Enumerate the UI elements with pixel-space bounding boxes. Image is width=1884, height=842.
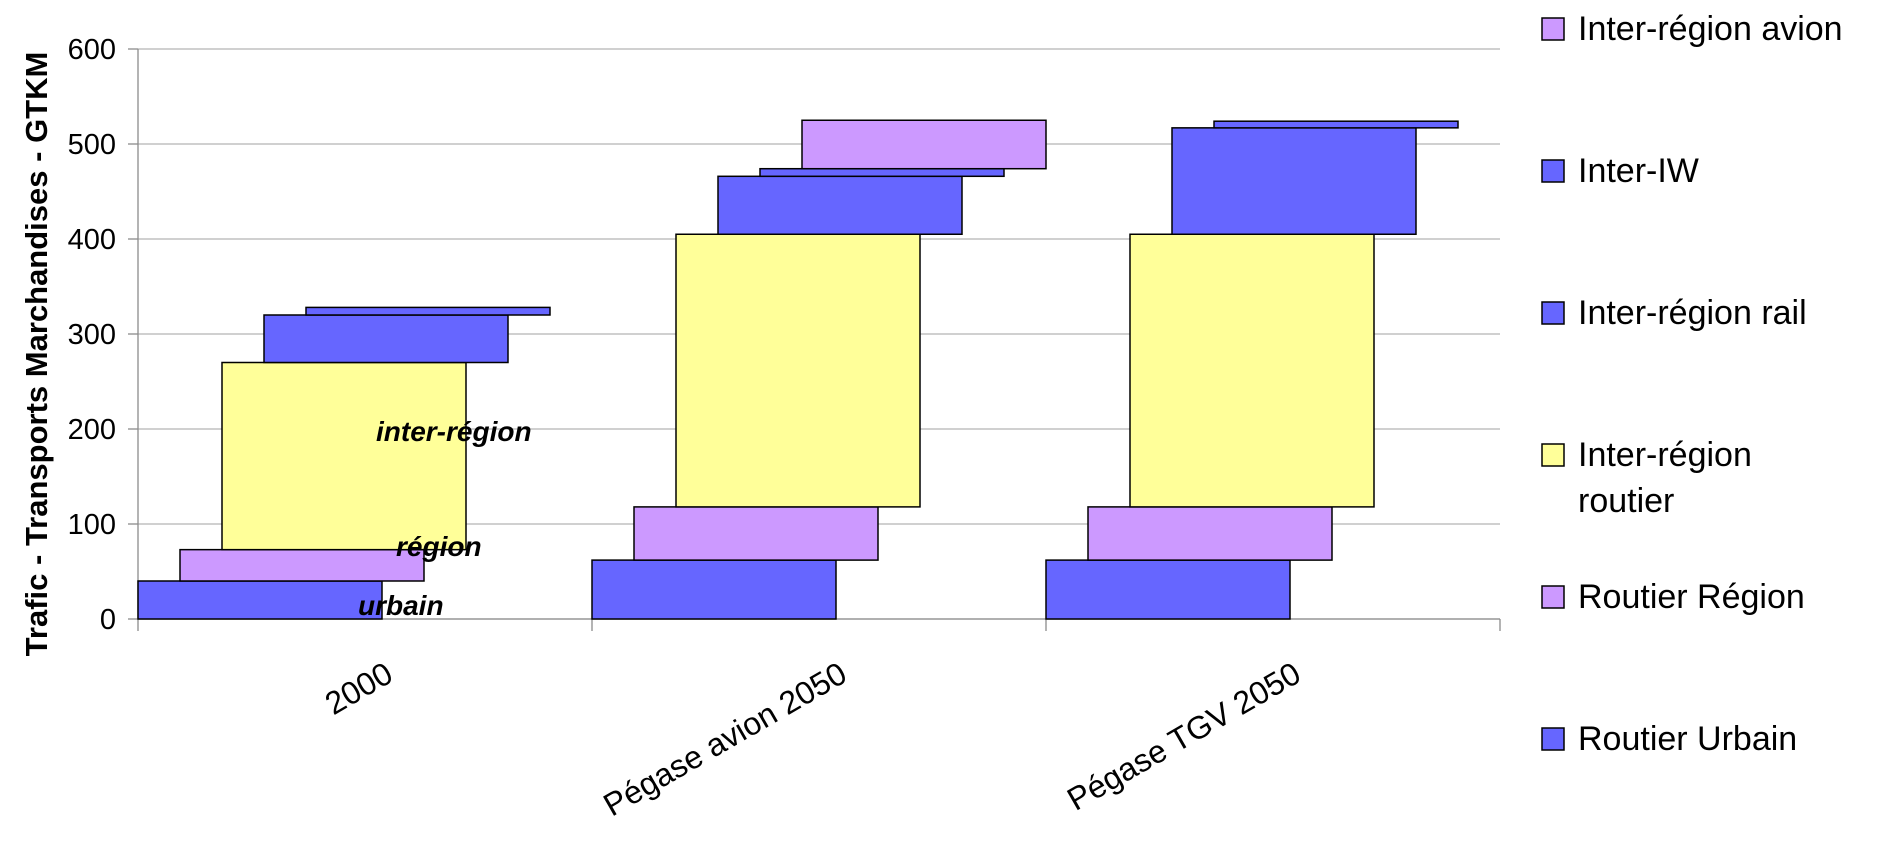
legend-label: Inter-région rail: [1578, 294, 1807, 332]
bar-3-2: [675, 233, 921, 508]
y-tick-label: 400: [68, 224, 116, 256]
bar-2-1: [179, 548, 425, 582]
legend-swatch: [1541, 727, 1565, 751]
y-axis-label: Trafic - Transports Marchandises - GTKM: [19, 52, 54, 657]
legend-swatch: [1541, 585, 1565, 609]
bar-4-1: [263, 314, 509, 364]
y-tick-label: 300: [68, 319, 116, 351]
bar-5-1: [305, 306, 551, 316]
legend-label: Routier Région: [1578, 578, 1805, 616]
bar-6-2: [801, 119, 1047, 170]
y-tick-label: 500: [68, 129, 116, 161]
category-label: Pégase TGV 2050: [1061, 655, 1307, 818]
legend-label: Inter-région: [1578, 436, 1752, 474]
legend-swatch: [1541, 301, 1565, 325]
annotation-label: inter-région: [376, 416, 532, 447]
bar-3-1: [221, 361, 467, 551]
category-label: 2000: [319, 655, 399, 722]
bars: [137, 119, 1459, 620]
annotation-label: urbain: [358, 590, 444, 621]
bar-1-1: [137, 580, 383, 620]
category-label: Pégase avion 2050: [597, 655, 852, 823]
y-tick-label: 0: [100, 604, 116, 636]
legend-label: routier: [1578, 482, 1674, 520]
legend-swatch: [1541, 17, 1565, 41]
legend-item: Routier Urbain: [1541, 720, 1797, 758]
x-category-labels: 2000 Pégase avion 2050 Pégase TGV 2050: [319, 655, 1307, 823]
legend-item: Inter-région rail: [1541, 294, 1807, 332]
legend-item: Routier Région: [1541, 578, 1805, 616]
annotations: urbain région inter-région: [358, 416, 532, 621]
bar-1-3: [1045, 559, 1291, 620]
bar-1-2: [591, 559, 837, 620]
legend-label: Routier Urbain: [1578, 720, 1797, 758]
legend: Inter-région avion Inter-IW Inter-région r…: [1541, 10, 1843, 758]
y-tick-label: 200: [68, 414, 116, 446]
legend-swatch: [1541, 159, 1565, 183]
bar-2-2: [633, 506, 879, 561]
legend-item: Inter-IW: [1541, 152, 1699, 190]
legend-label: Inter-région avion: [1578, 10, 1843, 48]
legend-swatch: [1541, 443, 1565, 467]
annotation-label: région: [396, 531, 482, 562]
y-tick-labels: 0 100 200 300 400 500 600: [68, 34, 116, 636]
y-tick-label: 100: [68, 509, 116, 541]
legend-item: Inter-région routier: [1541, 436, 1752, 520]
bar-4-2: [717, 175, 963, 236]
bar-5-2: [759, 167, 1005, 178]
bar-4-3: [1171, 127, 1417, 235]
legend-label: Inter-IW: [1578, 152, 1699, 190]
bar-3-3: [1129, 233, 1375, 508]
bar-2-3: [1087, 506, 1333, 561]
bar-5-3: [1213, 120, 1459, 129]
legend-item: Inter-région avion: [1541, 10, 1843, 48]
y-tick-label: 600: [68, 34, 116, 66]
